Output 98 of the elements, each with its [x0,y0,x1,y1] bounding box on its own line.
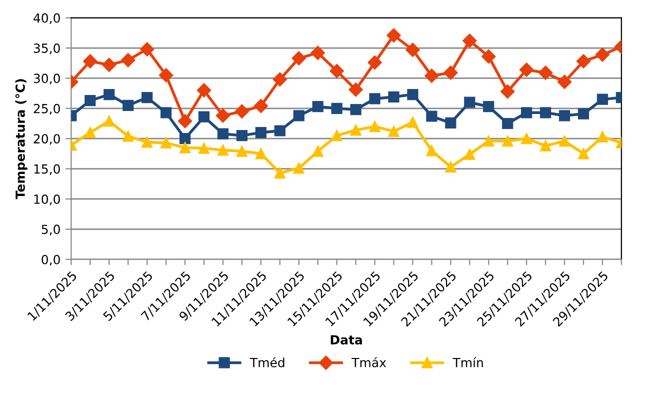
y-tick-label: 30,0 [34,74,60,84]
point [426,145,438,156]
point [521,133,532,144]
point [407,116,418,128]
point [178,114,192,128]
point [386,28,401,42]
point [540,140,552,152]
x-axis-title: Data [330,335,362,345]
point [255,148,266,160]
point [578,108,590,120]
point [160,107,172,118]
point [84,95,96,106]
point [596,131,608,142]
point [234,104,250,119]
point [445,161,456,173]
point [500,84,515,99]
point [464,96,476,108]
point [445,117,456,128]
point [236,146,248,157]
y-axis-title: Temperatura (°C) [15,79,28,200]
point [216,108,230,123]
point [293,162,304,174]
point [160,137,172,148]
point [330,64,344,78]
point [179,142,191,154]
point [292,51,306,66]
point [102,58,116,72]
point [198,111,210,122]
point [502,135,514,147]
y-tick-label: 20,0 [34,134,60,145]
y-tick-label: 5,0 [42,224,60,236]
point [312,101,324,112]
point [122,100,134,111]
point [388,126,400,137]
point [596,94,608,105]
point [104,88,115,100]
point [444,66,458,80]
point [255,127,266,138]
y-tick-label: 0,0 [42,254,60,266]
point [424,68,439,83]
point [388,91,400,102]
legend-label: Tmín [452,357,483,368]
point [407,88,418,100]
point [426,110,438,122]
point [369,120,380,132]
point [83,54,98,68]
legend-label: Tmáx [352,357,386,368]
point [121,53,136,68]
point [274,167,286,179]
legend-label: Tméd [250,357,284,368]
point [217,144,229,156]
point [331,102,342,114]
point [350,124,362,136]
point [540,107,552,118]
point [217,128,229,140]
point [406,42,420,57]
point [236,130,248,142]
point [558,135,570,147]
point [84,127,96,138]
point [502,118,514,130]
point [140,42,154,56]
point [122,130,134,142]
y-tick-label: 40,0 [34,13,60,24]
point [274,125,286,136]
point [331,130,342,142]
point [483,101,494,112]
point [142,136,153,148]
point [272,72,287,86]
y-tick-label: 10,0 [34,194,60,206]
point [310,46,325,60]
point [519,62,534,77]
point [104,116,115,127]
point [578,148,590,160]
point [462,34,477,48]
point [196,83,212,98]
point [350,104,362,116]
point [158,68,174,82]
point [576,54,591,68]
y-tick-label: 25,0 [34,104,60,115]
point [348,82,363,97]
point [293,110,304,122]
point [198,142,210,154]
point [483,135,494,147]
point [464,148,476,160]
point [482,49,496,64]
point [254,98,268,114]
point [521,107,532,118]
point [368,55,382,70]
point [312,146,324,157]
y-tick-label: 35,0 [34,43,60,54]
point [538,66,553,80]
point [369,93,380,104]
point [557,74,572,89]
point [142,92,153,104]
point [179,133,191,144]
point [595,48,610,62]
point [558,110,570,122]
y-tick-label: 15,0 [34,164,60,175]
